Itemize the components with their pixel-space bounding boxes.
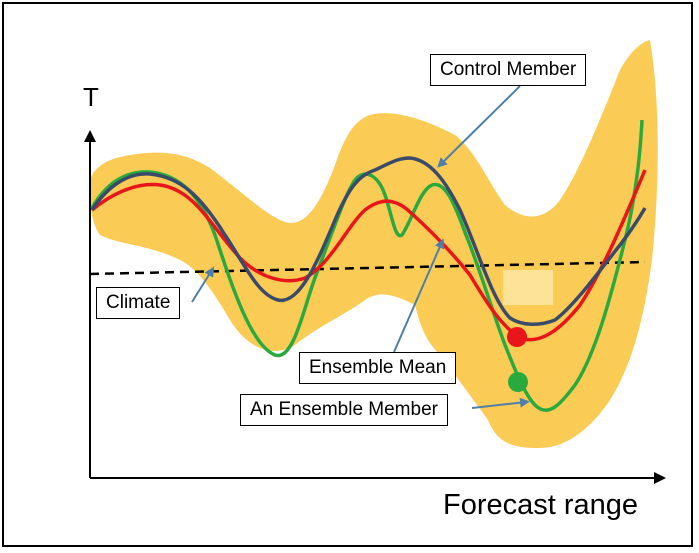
control-member-line xyxy=(90,156,647,326)
ensemble-mean-line xyxy=(90,169,647,342)
ensemble-mean-pointer xyxy=(393,238,445,353)
x-axis-label: Forecast range xyxy=(443,489,639,521)
ensemble-mean-label: Ensemble Mean xyxy=(299,352,457,384)
ensemble-member-label: An Ensemble Member xyxy=(240,394,448,426)
control-member-label: Control Member xyxy=(430,54,587,86)
spread-highlight xyxy=(503,270,553,305)
ensemble-member-line xyxy=(90,119,644,412)
ensemble-member-dot xyxy=(508,372,528,392)
climate-pointer xyxy=(191,266,215,303)
climate-line xyxy=(89,260,646,276)
y-axis-label: T xyxy=(83,82,99,112)
control-member-pointer xyxy=(437,85,521,168)
climate-label: Climate xyxy=(96,287,181,319)
ensemble-member-pointer xyxy=(471,397,530,409)
ensemble-mean-dot xyxy=(507,327,527,347)
